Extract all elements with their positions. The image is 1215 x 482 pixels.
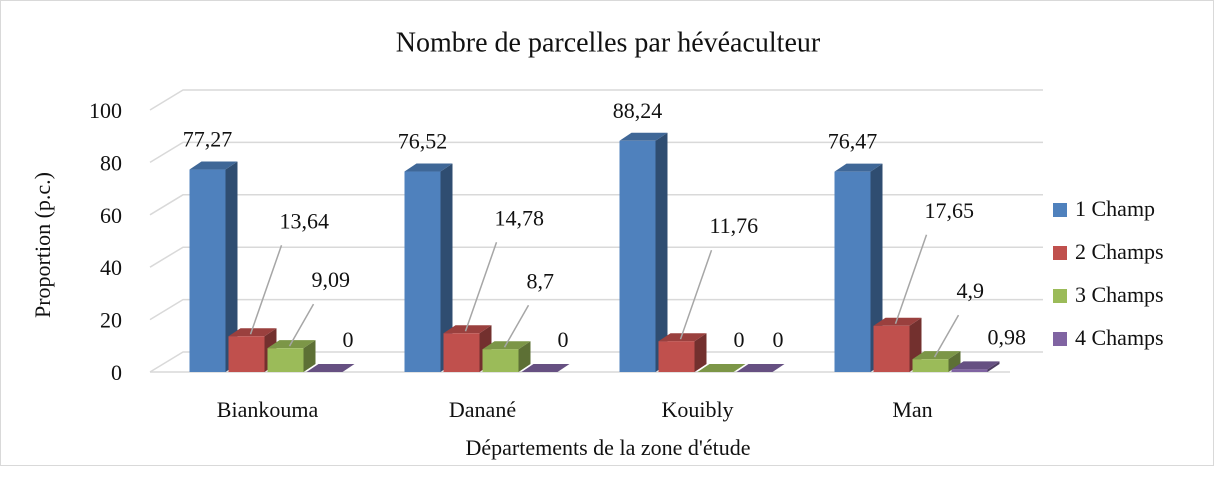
bar-top	[951, 361, 1000, 370]
leader-line	[894, 234, 928, 325]
bar-side	[694, 333, 707, 372]
legend-swatch	[1053, 289, 1067, 303]
bar	[658, 341, 695, 372]
y-tick-label: 0	[111, 360, 122, 385]
bar-top	[697, 364, 746, 372]
data-label: 0	[558, 327, 569, 352]
bar	[404, 171, 441, 372]
bar	[267, 348, 304, 372]
bar-top	[619, 132, 668, 141]
data-label: 8,7	[527, 268, 555, 293]
legend-label: 3 Champs	[1075, 282, 1164, 307]
bar	[228, 336, 265, 372]
legend-swatch	[1053, 332, 1067, 346]
x-tick-label: Biankouma	[217, 397, 319, 422]
legend-label: 1 Champ	[1075, 196, 1155, 221]
bar-top	[736, 364, 785, 372]
data-label: 0	[773, 327, 784, 352]
grid-line	[149, 89, 1043, 111]
x-axis-title: Départements de la zone d'étude	[466, 435, 751, 460]
bar	[873, 325, 910, 372]
data-label: 77,27	[183, 127, 233, 152]
bar-top	[521, 364, 570, 372]
data-label: 0	[734, 327, 745, 352]
data-label: 76,52	[398, 129, 448, 154]
data-label: 76,47	[828, 129, 878, 154]
bar	[951, 369, 988, 372]
y-axis-title: Proportion (p.c.)	[30, 172, 55, 318]
leader-line	[464, 242, 498, 332]
leader-line	[933, 314, 960, 358]
legend-swatch	[1053, 203, 1067, 217]
bar-side	[655, 132, 668, 372]
data-label: 14,78	[495, 205, 545, 230]
grid-line	[149, 141, 1043, 164]
bar	[482, 349, 519, 372]
bar-top	[189, 161, 238, 170]
bar	[443, 333, 480, 372]
bar-side	[440, 163, 453, 372]
bar	[189, 169, 226, 372]
y-tick-label: 80	[100, 150, 122, 175]
data-label: 9,09	[312, 267, 351, 292]
y-tick-label: 100	[89, 98, 122, 123]
data-label: 13,64	[280, 208, 330, 233]
data-label: 88,24	[613, 98, 663, 123]
bar	[619, 140, 656, 372]
bar-side	[518, 341, 531, 372]
legend-label: 2 Champs	[1075, 239, 1164, 264]
bar	[912, 359, 949, 372]
y-tick-label: 20	[100, 308, 122, 333]
grid-line	[149, 194, 1043, 216]
bar-side	[987, 361, 1000, 372]
x-tick-label: Man	[892, 397, 932, 422]
x-tick-label: Kouibly	[661, 397, 733, 422]
bar-top	[404, 163, 453, 172]
chart-frame	[0, 0, 1214, 466]
leader-line	[288, 303, 315, 347]
bar-side	[870, 163, 883, 372]
legend-label: 4 Champs	[1075, 325, 1164, 350]
grid-line	[149, 298, 1043, 321]
y-tick-label: 60	[100, 203, 122, 228]
grid-line	[149, 246, 1043, 268]
bar-top	[228, 328, 277, 337]
grid-line	[149, 351, 1043, 373]
bar	[834, 171, 871, 372]
bar-top	[658, 333, 707, 342]
data-label: 0	[343, 327, 354, 352]
bar-side	[225, 161, 238, 372]
bar-top	[306, 364, 355, 372]
bar-top	[834, 163, 883, 172]
bar-side	[948, 351, 961, 372]
bar-top	[873, 317, 922, 326]
x-tick-label: Danané	[449, 397, 516, 422]
leader-line	[503, 304, 530, 348]
data-label: 0,98	[988, 324, 1027, 349]
chart-title: Nombre de parcelles par hévéaculteur	[396, 27, 821, 58]
data-label: 11,76	[710, 213, 759, 238]
bar-top	[443, 325, 492, 334]
data-label: 4,9	[957, 278, 985, 303]
legend-swatch	[1053, 246, 1067, 260]
data-label: 17,65	[925, 198, 975, 223]
leader-line	[249, 245, 283, 335]
y-tick-label: 40	[100, 255, 122, 280]
bar-side	[303, 340, 316, 372]
leader-line	[679, 249, 713, 340]
